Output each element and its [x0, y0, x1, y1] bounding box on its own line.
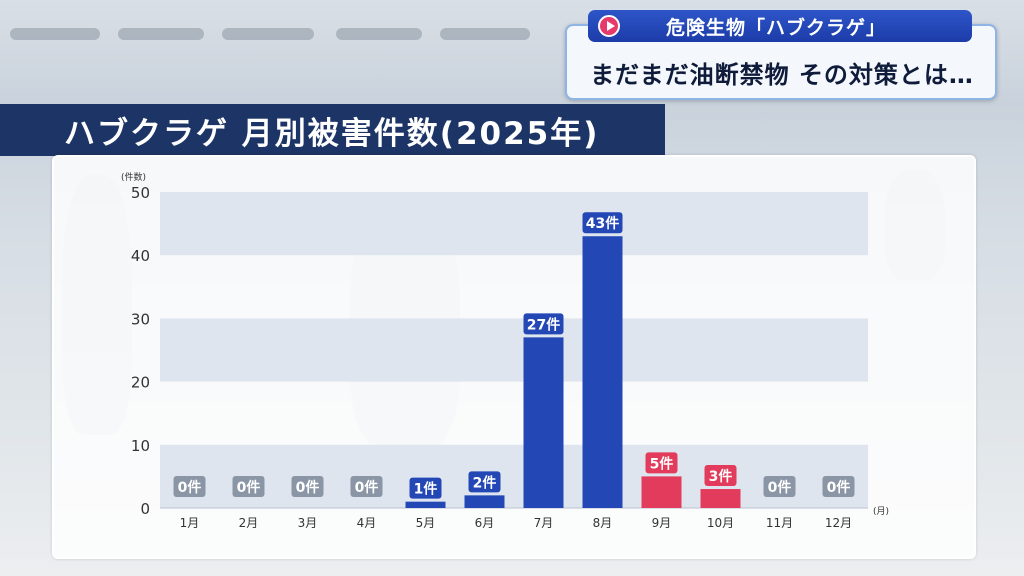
x-tick-label: 11月 — [766, 516, 793, 530]
data-label: 3件 — [709, 468, 733, 485]
y-tick-label: 10 — [131, 437, 150, 455]
x-tick-label: 5月 — [416, 516, 436, 530]
bar — [523, 337, 564, 508]
data-label-badge — [704, 465, 737, 487]
data-label: 2件 — [473, 474, 497, 491]
data-label-badge — [582, 212, 623, 234]
data-label: 0件 — [827, 479, 851, 496]
data-label-badge — [468, 471, 501, 493]
x-axis-label: (月) — [873, 506, 889, 517]
data-label-badge — [822, 476, 855, 497]
x-tick-label: 10月 — [707, 516, 734, 530]
data-label-badge — [763, 476, 796, 497]
x-tick-label: 4月 — [357, 516, 377, 530]
news-ticker-tag: 危険生物「ハブクラゲ」 — [588, 10, 972, 42]
x-tick-label: 6月 — [475, 516, 495, 530]
data-label-badge — [350, 476, 383, 497]
chart-title: ハブクラゲ 月別被害件数(2025年) — [64, 115, 600, 152]
data-label: 0件 — [178, 479, 202, 496]
x-tick-label: 7月 — [534, 516, 554, 530]
x-tick-label: 9月 — [652, 516, 672, 530]
bar — [582, 236, 623, 509]
data-label-badge — [291, 476, 324, 497]
bar — [464, 495, 505, 508]
data-label: 0件 — [768, 479, 792, 496]
data-label: 43件 — [586, 215, 619, 232]
bar — [700, 489, 741, 508]
play-icon — [598, 15, 620, 37]
y-tick-label: 20 — [131, 374, 150, 392]
data-label-badge — [645, 452, 678, 474]
background-float — [10, 28, 100, 40]
background-float — [336, 28, 422, 40]
data-label-badge — [173, 476, 206, 497]
data-label-badge — [409, 477, 442, 499]
data-label: 0件 — [296, 479, 320, 496]
data-label: 0件 — [355, 479, 379, 496]
background-float — [222, 28, 314, 40]
data-label-badge — [523, 313, 564, 335]
y-tick-label: 30 — [131, 310, 150, 328]
chart-title-banner: ハブクラゲ 月別被害件数(2025年) — [0, 104, 665, 156]
data-label: 27件 — [527, 316, 560, 333]
bar — [405, 501, 446, 508]
news-ticker-tag-text: 危険生物「ハブクラゲ」 — [666, 16, 887, 39]
bar — [641, 476, 682, 508]
background-float — [440, 28, 530, 40]
x-tick-label: 12月 — [825, 516, 852, 530]
background-float — [118, 28, 204, 40]
news-headline: まだまだ油断禁物 その対策とは… — [590, 60, 974, 89]
y-tick-label: 40 — [131, 247, 150, 265]
data-label: 5件 — [650, 455, 674, 472]
x-tick-label: 3月 — [298, 516, 318, 530]
grid-band — [160, 444, 868, 508]
y-axis-label: (件数) — [121, 171, 146, 183]
data-label: 0件 — [237, 479, 261, 496]
grid-band — [160, 318, 868, 382]
y-tick-label: 0 — [140, 500, 150, 518]
data-label: 1件 — [414, 481, 438, 498]
y-tick-label: 50 — [131, 184, 150, 202]
data-label-badge — [232, 476, 265, 497]
x-tick-label: 1月 — [180, 516, 200, 530]
x-tick-label: 2月 — [239, 516, 259, 530]
x-tick-label: 8月 — [593, 516, 613, 530]
grid-band — [160, 192, 868, 256]
